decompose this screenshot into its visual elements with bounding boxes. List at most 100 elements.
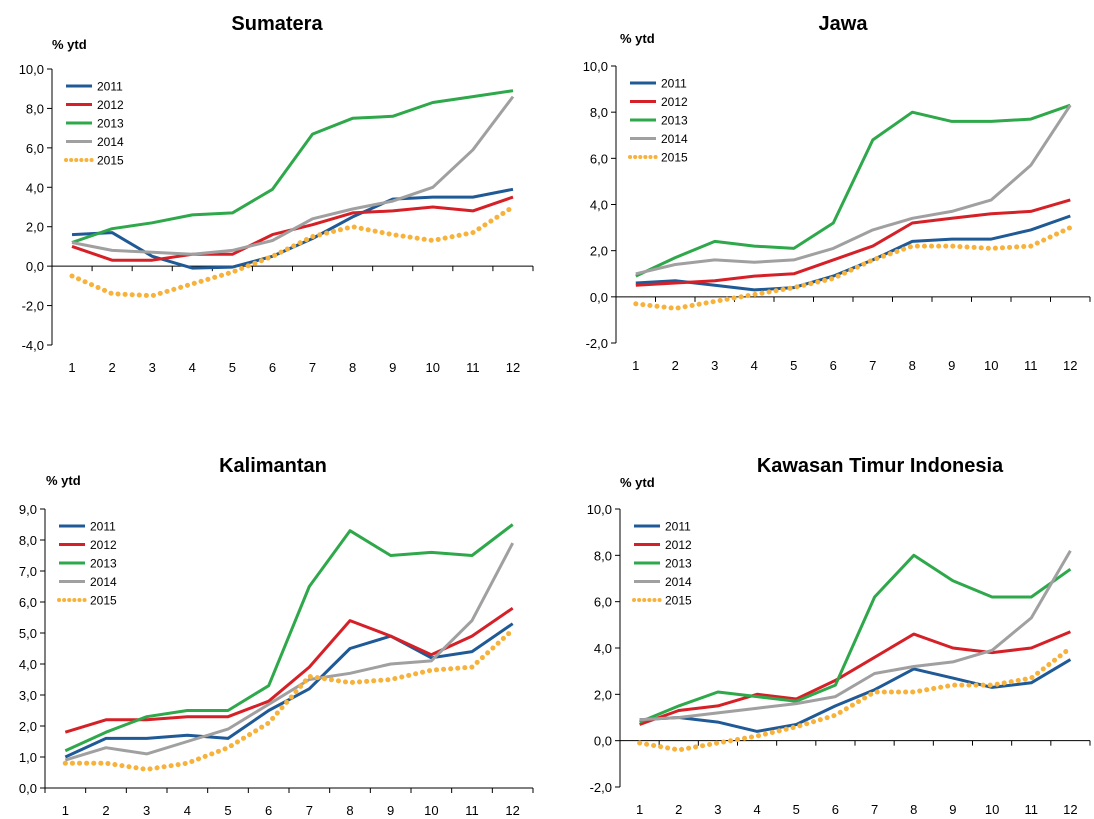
y-tick-label: 2,0 [26, 220, 44, 235]
legend-label-2013: 2013 [97, 117, 124, 131]
series-line-2015 [637, 645, 1073, 753]
y-tick-label: 4,0 [590, 198, 608, 213]
y-axis-label: % ytd [620, 31, 655, 46]
x-tick-label: 12 [1063, 358, 1077, 373]
x-tick-label: 11 [1025, 802, 1039, 817]
series-line-2015 [62, 627, 516, 772]
x-tick-label: 6 [830, 358, 837, 373]
series-line-2014 [635, 104, 1072, 276]
series-line-2013 [635, 103, 1071, 278]
x-tick-label: 12 [1063, 802, 1077, 817]
y-tick-label: 6,0 [590, 151, 608, 166]
x-tick-label: 12 [506, 360, 520, 375]
x-tick-label: 8 [349, 360, 356, 375]
legend-label-2011: 2011 [665, 520, 691, 534]
y-axis-label: % ytd [620, 475, 655, 490]
x-tick-label: 5 [793, 802, 800, 817]
x-tick-label: 11 [465, 803, 479, 818]
series-line-2015 [69, 204, 516, 299]
y-tick-label: -2,0 [22, 299, 44, 314]
x-tick-label: 7 [309, 360, 316, 375]
x-tick-label: 1 [632, 358, 639, 373]
chart-4: Kawasan Timur Indonesia% ytd10,08,06,04,… [587, 455, 1091, 817]
series-line-2013 [639, 553, 1072, 724]
x-tick-label: 2 [109, 360, 116, 375]
x-tick-label: 11 [1024, 358, 1038, 373]
x-tick-label: 4 [753, 802, 760, 817]
y-tick-label: 10,0 [583, 59, 608, 74]
chart-3: Kalimantan % ytd 9,0 8,0 7,0 6,0 5,0 4,0 3,0 2,0 1… [19, 455, 534, 818]
x-tick-label: 3 [149, 360, 156, 375]
x-tick-label: 9 [948, 358, 955, 373]
series-line-2011 [639, 658, 1072, 733]
x-tick-label: 5 [790, 358, 797, 373]
series-line-2012 [635, 198, 1071, 287]
x-tick-label: 2 [672, 358, 679, 373]
legend-label-2013: 2013 [90, 557, 117, 571]
y-tick-label: 6,0 [19, 595, 37, 610]
chart-title: Kawasan Timur Indonesia [757, 455, 1004, 477]
y-tick-label: -2,0 [590, 780, 612, 795]
legend-label-2011: 2011 [661, 77, 687, 91]
legend-label-2013: 2013 [661, 114, 688, 128]
legend-label-2015: 2015 [665, 594, 692, 608]
x-tick-label: 4 [184, 803, 191, 818]
x-tick-label: 6 [269, 360, 276, 375]
x-tick-label: 3 [143, 803, 150, 818]
x-tick-label: 5 [229, 360, 236, 375]
y-tick-label: 3,0 [19, 688, 37, 703]
y-tick-label: 8,0 [594, 548, 612, 563]
x-tick-label: 3 [711, 358, 718, 373]
y-tick-label: 5,0 [19, 626, 37, 641]
legend-label-2014: 2014 [97, 135, 124, 149]
x-tick-label: 2 [675, 802, 682, 817]
series-line-2011 [635, 214, 1071, 292]
series-line-2015 [633, 225, 1073, 311]
legend-label-2014: 2014 [665, 575, 692, 589]
y-tick-label: 8,0 [590, 105, 608, 120]
y-tick-label: 4,0 [26, 180, 44, 195]
y-tick-label: 8,0 [26, 101, 44, 116]
series-line-2013 [64, 523, 514, 753]
y-axis-label: % ytd [52, 37, 87, 52]
legend-label-2015: 2015 [661, 151, 688, 165]
y-tick-label: 6,0 [594, 595, 612, 610]
x-tick-label: 1 [62, 803, 69, 818]
x-tick-label: 2 [102, 803, 109, 818]
x-tick-label: 5 [224, 803, 231, 818]
chart-title: Kalimantan [219, 455, 327, 477]
x-tick-label: 4 [751, 358, 758, 373]
legend-label-2012: 2012 [90, 538, 117, 552]
series-line-2014 [639, 549, 1072, 722]
y-tick-label: 0,0 [26, 259, 44, 274]
y-tick-label: 2,0 [19, 719, 37, 734]
legend-label-2012: 2012 [97, 98, 124, 112]
x-tick-label: 9 [949, 802, 956, 817]
y-tick-label: 6,0 [26, 141, 44, 156]
legend-label-2012: 2012 [665, 538, 692, 552]
y-tick-label: 8,0 [19, 533, 37, 548]
x-tick-label: 8 [346, 803, 353, 818]
x-tick-label: 8 [910, 802, 917, 817]
x-tick-label: 10 [985, 802, 999, 817]
series-line-2013 [71, 89, 514, 244]
y-tick-label: 4,0 [19, 657, 37, 672]
x-tick-label: 12 [505, 803, 519, 818]
chart-title: Sumatera [231, 13, 323, 35]
x-tick-label: 8 [909, 358, 916, 373]
x-tick-label: 9 [389, 360, 396, 375]
y-tick-label: 0,0 [590, 290, 608, 305]
x-tick-label: 7 [869, 358, 876, 373]
y-tick-label: 10,0 [19, 62, 44, 77]
legend-label-2013: 2013 [665, 557, 692, 571]
legend-label-2011: 2011 [90, 520, 116, 534]
chart-1: Sumatera % ytd 10,0 8,0 6,0 4,0 2,0 0,0 -2,0 -4,0… [19, 13, 534, 375]
legend-label-2015: 2015 [90, 594, 117, 608]
series-line-2014 [64, 542, 515, 762]
x-tick-label: 10 [984, 358, 998, 373]
series-line-2012 [639, 630, 1071, 726]
legend-label-2012: 2012 [661, 95, 688, 109]
y-axis-label: % ytd [46, 473, 81, 488]
y-tick-label: 9,0 [19, 502, 37, 517]
